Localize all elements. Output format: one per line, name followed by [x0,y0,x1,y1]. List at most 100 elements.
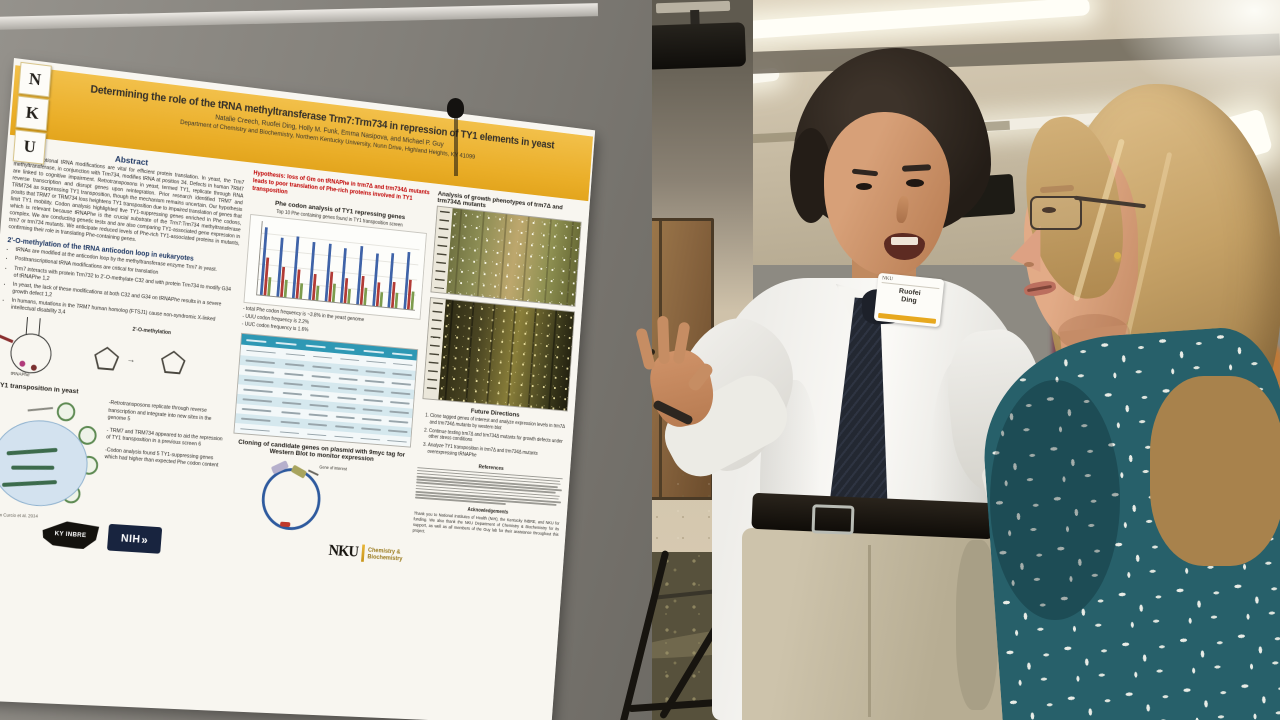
placeholder-text [241,418,271,422]
attendee-earring [1114,252,1121,259]
placeholder-text [364,350,384,354]
lifecycle-arrow [28,407,53,411]
gene-table-cell [234,423,276,436]
placeholder-text [339,368,358,371]
ribose-ring-methylated [160,350,186,376]
placeholder-text [243,398,273,402]
placeholder-text [336,406,355,409]
phe-bar-chart [243,214,426,320]
placeholder-text [308,423,328,426]
badge-name: Ruofei Ding [880,286,939,308]
attendee-glasses [1030,196,1082,230]
placeholder-text [286,353,306,356]
gene-table-body [234,345,416,447]
placeholder-text [246,350,276,354]
placeholder-text [363,409,382,412]
placeholder-text [335,416,354,419]
ribose-ring [93,346,120,372]
placeholder-text [242,408,272,412]
ky-inbre-logo: KY INBRE [41,520,99,550]
bar-group [356,233,371,305]
placeholder-text [311,375,331,378]
nih-logo-text: NIH [121,533,141,546]
methylation-chemistry-diagram: 2'-O-methylation → [65,321,233,396]
nih-logo-chevron: » [141,533,149,547]
bar [267,277,271,296]
trna-cloverleaf-diagram: tRNAPhe [0,315,64,380]
placeholder-text [364,389,383,392]
placeholder-text [335,426,354,429]
nku-tile-u: U [13,129,47,164]
placeholder-text [276,342,297,346]
placeholder-text [308,414,328,417]
ty1-lifecycle-diagram [0,391,104,514]
gene-table-cell [303,429,331,441]
badge-last-name: Ding [901,296,917,305]
placeholder-text [338,377,357,380]
bar [316,286,320,301]
poster-column-right: Analysis of growth phenotypes of trm7Δ a… [399,191,583,720]
placeholder-text [305,345,326,349]
placeholder-text [240,428,270,432]
nku-tile-k: K [15,96,49,131]
bar [363,288,367,305]
plasmid-gene-label: Gene of interest [319,465,361,473]
spot-assay-image-2 [422,297,575,411]
placeholder-text [392,382,411,385]
research-poster-wrap: Determining the role of the tRNA methylt… [0,46,680,720]
placeholder-text [391,392,410,395]
placeholder-text [390,401,409,404]
gene-table-cell [383,435,410,447]
reaction-arrow: → [126,354,135,365]
ribose-ring-inner [95,348,118,370]
poster-session-photo: Determining the role of the tRNA methylt… [0,0,1280,720]
spot-assay-image-1 [430,206,581,307]
pants-seam [868,545,871,717]
placeholder-text [246,339,267,343]
placeholder-text [243,389,273,393]
presenter-eye [856,183,872,190]
ceiling-light [720,0,1090,41]
bar [347,289,351,304]
nku-department-text: Chemistry & Biochemistry [367,547,403,563]
placeholder-text [283,382,303,385]
nku-torch-divider [361,545,365,562]
spot-assay-row-labels [423,298,445,399]
bar-group [292,226,308,299]
placeholder-text [361,437,380,440]
placeholder-text [309,404,329,407]
gene-table-cell [276,427,304,439]
spot-assay-row-labels [431,207,452,293]
attendee-hair-over-shoulder [1150,376,1280,566]
placeholder-text [282,402,302,405]
placeholder-text [245,369,275,373]
attendee-nostril [1024,262,1034,267]
placeholder-text [307,433,327,436]
gene-table-cell [357,433,384,445]
placeholder-text [366,370,385,373]
placeholder-text [388,430,407,433]
presenter-eye [906,179,924,187]
placeholder-text [340,358,359,361]
research-poster: Determining the role of the tRNA methylt… [0,58,595,720]
placeholder-text [281,411,301,414]
trna-label: tRNAPhe [11,371,30,378]
trna-arrow [0,335,13,344]
nku-tile-n: N [18,62,52,98]
bar [300,284,304,299]
bar [379,292,383,307]
poster-column-middle: Hypothesis: loss of Gm on tRNAPhe in trm… [213,170,431,713]
gene-table-cell [330,431,358,443]
placeholder-text [392,353,412,357]
bar-group [388,236,403,308]
placeholder-text [390,411,409,414]
ty1-bullets: -Retrotransposons replicate through reve… [100,400,227,522]
placeholder-text [312,365,332,368]
placeholder-text [334,347,355,351]
placeholder-text [311,385,331,388]
plasmid-diagram: Gene of interest [226,454,410,545]
attendee-shoulder-shadow [990,380,1120,620]
bar-group [324,229,339,302]
placeholder-text [367,360,386,363]
bar [283,280,287,298]
